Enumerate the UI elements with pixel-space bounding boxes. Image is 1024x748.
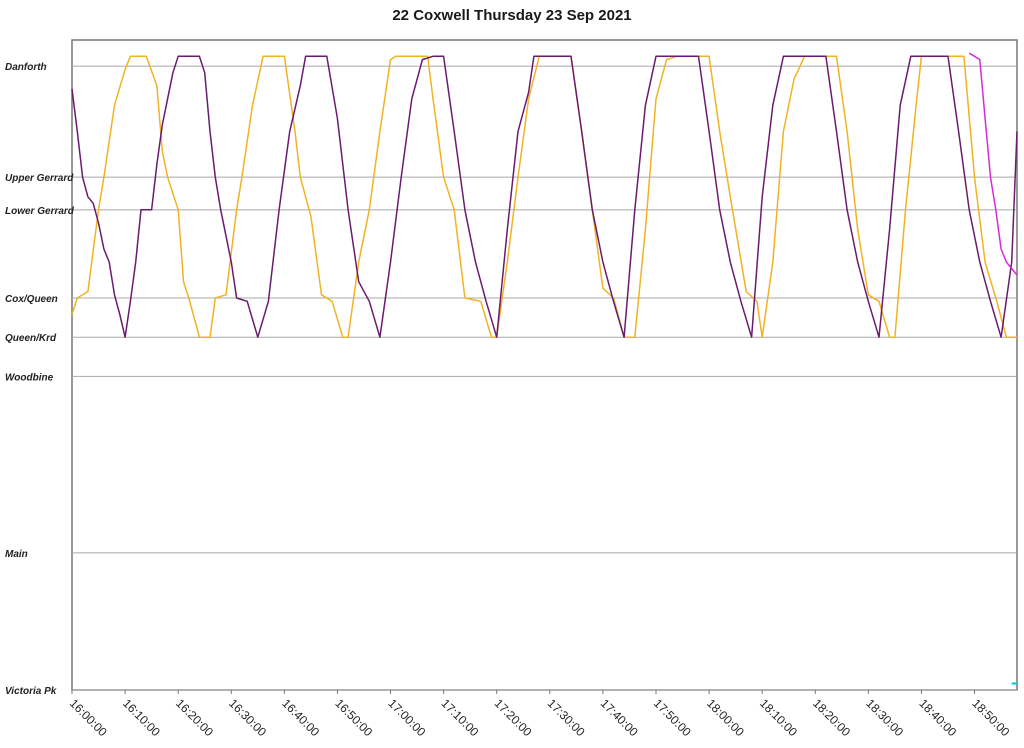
x-tick-label: 16:40:00 [279, 696, 322, 739]
y-tick-label: Woodbine [5, 372, 54, 383]
y-tick-label: Victoria Pk [5, 686, 57, 697]
y-tick-label: Queen/Krd [5, 333, 57, 344]
x-tick-label: 16:50:00 [332, 696, 375, 739]
y-tick-label: Lower Gerrard [5, 206, 75, 217]
series-lines [71, 52, 1018, 685]
y-tick-label: Cox/Queen [5, 294, 58, 305]
x-tick-label: 18:00:00 [704, 696, 747, 739]
x-tick-label: 17:10:00 [439, 696, 482, 739]
x-axis-labels: 16:00:00 16:10:00 16:20:00 16:30:00 16:40:00… [67, 690, 1013, 739]
x-tick-label: 18:50:00 [969, 696, 1012, 739]
x-tick-label: 18:30:00 [863, 696, 906, 739]
series-line-3 [968, 52, 1018, 276]
x-tick-label: 17:40:00 [598, 696, 641, 739]
x-tick-label: 16:30:00 [226, 696, 269, 739]
x-tick-label: 17:30:00 [545, 696, 588, 739]
x-tick-label: 17:50:00 [651, 696, 694, 739]
x-tick-label: 18:20:00 [810, 696, 853, 739]
series-line-2 [71, 55, 1018, 338]
y-axis-labels: Danforth Upper Gerrard Lower Gerrard Cox/Qu… [5, 62, 75, 697]
x-tick-label: 18:10:00 [757, 696, 800, 739]
x-tick-label: 18:40:00 [916, 696, 959, 739]
plot-frame [71, 39, 1018, 691]
y-tick-label: Upper Gerrard [5, 173, 74, 184]
x-tick-label: 17:20:00 [492, 696, 535, 739]
y-tick-label: Main [5, 549, 28, 560]
x-tick-label: 17:00:00 [385, 696, 428, 739]
chart-title: 22 Coxwell Thursday 23 Sep 2021 [392, 7, 632, 24]
x-tick-label: 16:10:00 [120, 696, 163, 739]
y-tick-label: Danforth [5, 62, 47, 73]
grid-lines [72, 65, 1017, 691]
series-line-1 [71, 55, 1017, 338]
x-tick-label: 16:20:00 [173, 696, 216, 739]
x-tick-label: 16:00:00 [67, 696, 110, 739]
